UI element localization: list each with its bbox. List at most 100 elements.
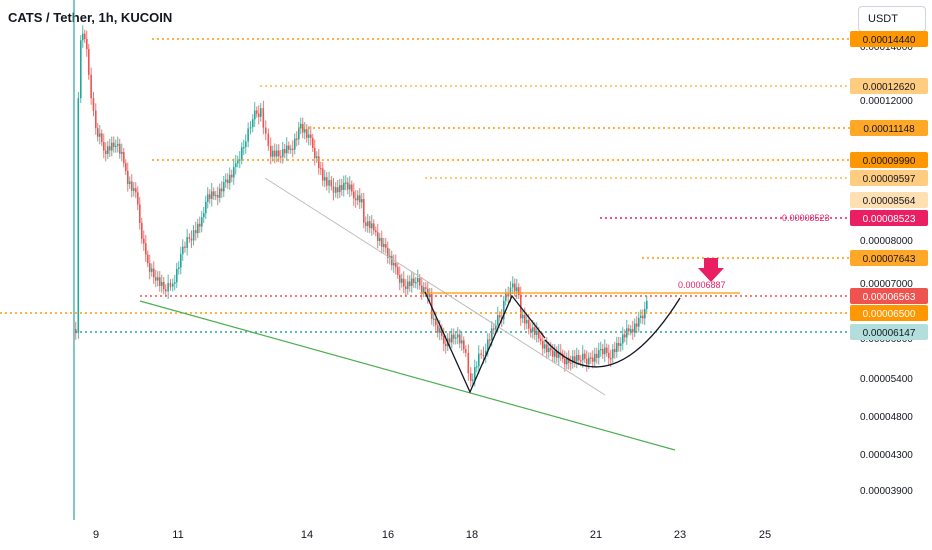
candle-body — [470, 373, 472, 381]
candle-body — [339, 185, 341, 193]
candle-body — [237, 159, 239, 164]
x-tick-label: 21 — [590, 529, 602, 541]
candle-body — [528, 320, 530, 329]
candle-body — [302, 123, 304, 133]
candle-body — [182, 246, 184, 255]
time-axis: 9 11 14 16 18 21 23 25 — [93, 529, 771, 541]
candle-body — [172, 283, 174, 287]
candle-body — [147, 254, 149, 264]
candle-body — [455, 337, 457, 339]
candle-body — [524, 314, 526, 324]
candle-body — [343, 182, 345, 190]
candle-body — [586, 358, 588, 365]
candle-body — [274, 150, 276, 157]
candle-body — [480, 353, 482, 355]
candle-body — [433, 318, 435, 320]
candle-body — [207, 194, 209, 202]
candle-body — [439, 328, 441, 333]
candle-body — [151, 268, 153, 272]
candle-body — [211, 191, 213, 199]
candle-body — [407, 281, 409, 289]
candle-body — [493, 328, 495, 330]
candle-body — [596, 353, 598, 358]
candle-body — [190, 238, 193, 241]
candle-body — [379, 237, 381, 242]
candle-body — [308, 134, 310, 138]
candle-body — [530, 328, 532, 332]
candle-body — [135, 188, 137, 193]
candle-body — [131, 181, 133, 191]
y-tick-label: 0.00005400 — [860, 374, 913, 385]
candle-body — [115, 145, 117, 147]
x-tick-label: 9 — [93, 529, 99, 541]
candle-body — [153, 268, 155, 278]
candle-body — [265, 127, 267, 134]
price-tag-label: 0.00006563 — [863, 292, 916, 303]
y-tick-label: 0.00012000 — [860, 96, 913, 107]
candle-body — [576, 354, 578, 362]
candle-body — [449, 338, 451, 343]
candle-body — [385, 244, 387, 248]
candle-body — [149, 263, 151, 272]
candle-body — [176, 268, 178, 283]
candle-body — [174, 282, 176, 284]
candle-body — [608, 352, 610, 359]
candle-body — [324, 177, 326, 181]
candle-body — [636, 323, 638, 327]
candle-body — [522, 314, 524, 319]
candle-body — [395, 262, 397, 268]
candle-body — [453, 334, 455, 339]
candle-body — [616, 343, 618, 353]
candle-body — [286, 145, 288, 154]
price-tag-box — [850, 305, 928, 321]
candle-body — [582, 353, 584, 361]
candle-body — [97, 128, 99, 137]
candle-body — [558, 352, 560, 358]
candle-body — [159, 277, 161, 286]
price-tag-label: 0.00011148 — [863, 124, 915, 135]
candle-body — [638, 317, 640, 327]
price-tag-box — [850, 192, 928, 208]
candle-body — [107, 146, 109, 154]
candle-body — [227, 179, 229, 184]
candle-body — [526, 320, 528, 324]
candle-body — [312, 137, 314, 148]
candle-body — [310, 134, 312, 138]
candle-body — [163, 282, 165, 290]
candle-body — [534, 327, 536, 335]
candle-body — [143, 238, 145, 244]
candle-body — [409, 281, 411, 286]
candle-body — [341, 185, 343, 190]
candle-body — [612, 349, 614, 359]
candle-body — [622, 334, 624, 344]
price-tag-box — [850, 170, 928, 186]
candle-body — [123, 151, 125, 164]
candle-body — [505, 293, 507, 301]
candle-body — [92, 98, 95, 111]
candle-body — [223, 182, 225, 192]
candle-body — [284, 149, 286, 154]
candle-body — [393, 262, 395, 266]
price-tag-label: 0.00008564 — [863, 196, 916, 207]
candle-body — [602, 348, 604, 355]
candle-body — [247, 128, 249, 142]
candle-body — [572, 356, 574, 363]
price-tag-box — [850, 288, 928, 304]
candle-body — [640, 315, 642, 318]
candle-body — [461, 340, 463, 344]
candle-body — [229, 174, 231, 184]
candle-body — [419, 278, 421, 286]
candle-body — [415, 282, 417, 284]
candle-body — [219, 188, 221, 198]
candle-body — [361, 199, 363, 203]
cup-pattern — [544, 297, 681, 368]
candle-body — [566, 357, 568, 365]
candle-body — [95, 110, 97, 129]
candle-body — [417, 278, 419, 283]
candle-body — [632, 329, 634, 333]
candle-body — [363, 199, 365, 223]
candle-body — [425, 287, 427, 289]
candle-body — [423, 287, 425, 293]
price-tag-label: 0.00006500 — [863, 309, 916, 320]
